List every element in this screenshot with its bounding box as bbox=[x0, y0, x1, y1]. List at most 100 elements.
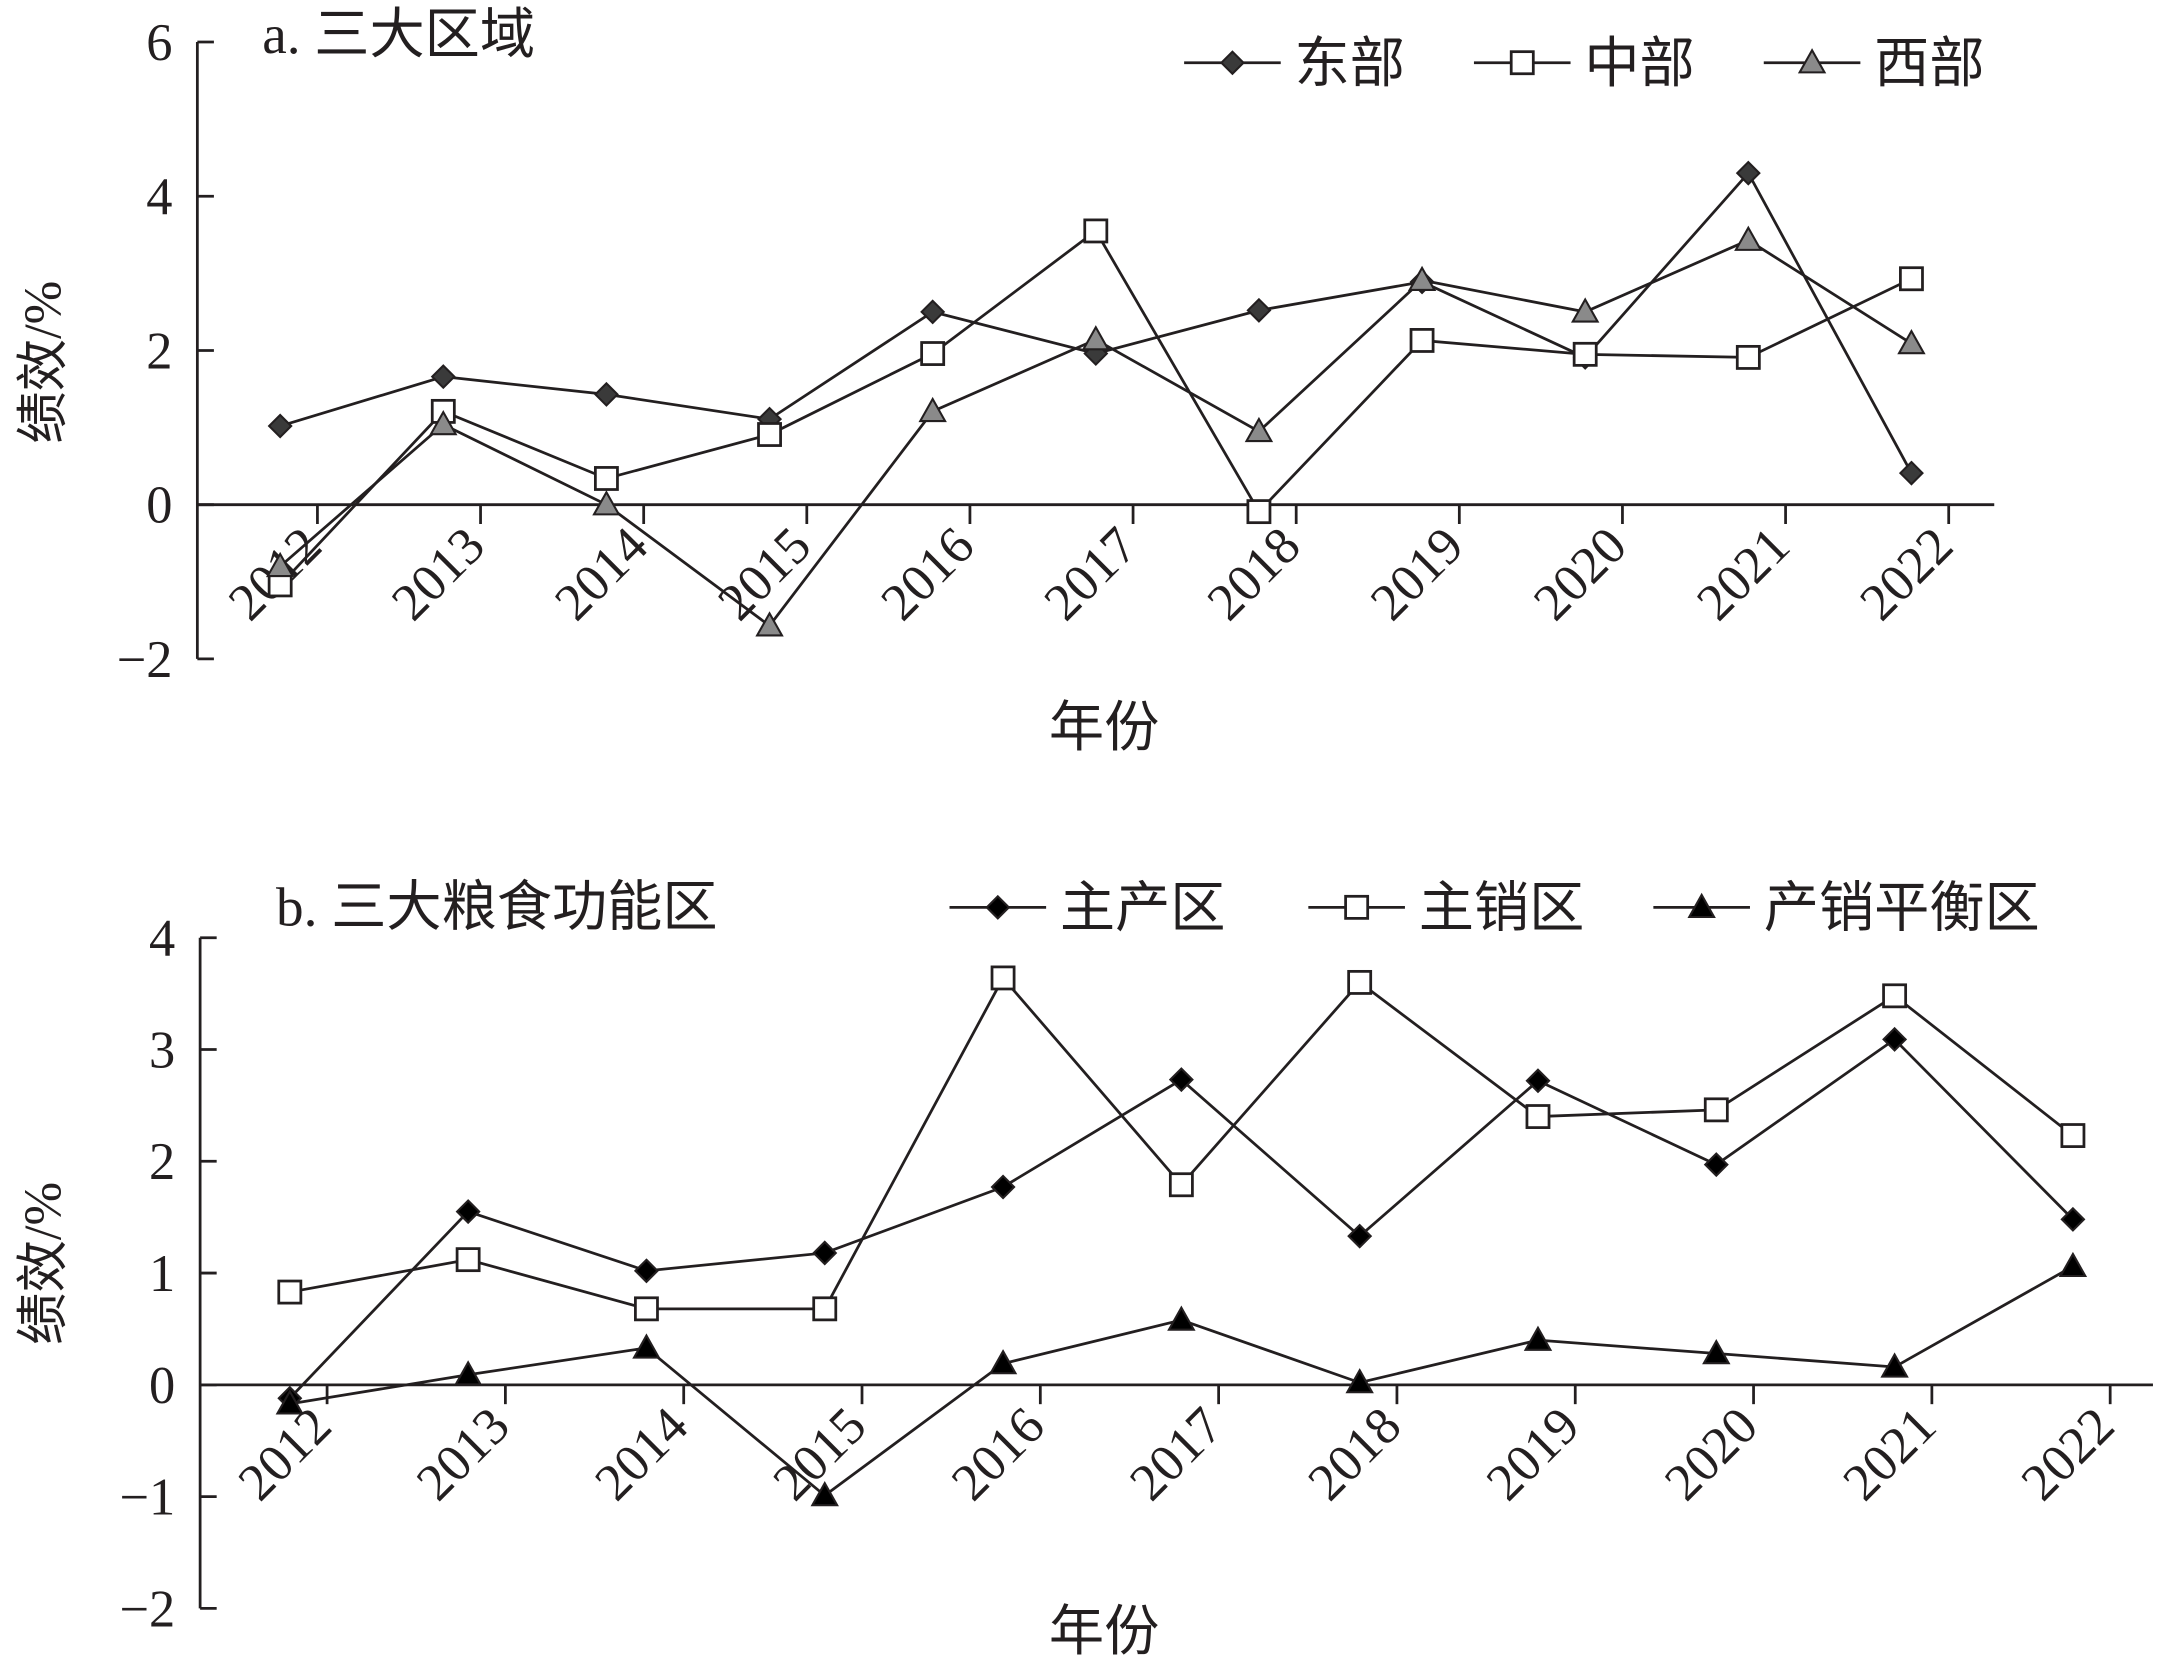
legend-marker bbox=[1219, 50, 1245, 76]
y-tick-label: −2 bbox=[119, 1580, 175, 1638]
data-point bbox=[810, 1480, 839, 1507]
legend-item: 中部 bbox=[1473, 33, 1695, 94]
data-point bbox=[267, 413, 293, 439]
data-point bbox=[1246, 297, 1272, 323]
data-point bbox=[2060, 1123, 2086, 1148]
legend-label: 中部 bbox=[1584, 33, 1694, 94]
data-point bbox=[2058, 1251, 2088, 1278]
data-point bbox=[453, 1360, 483, 1386]
data-point bbox=[1572, 341, 1598, 367]
data-point bbox=[593, 466, 619, 491]
data-point bbox=[1525, 1104, 1551, 1129]
data-point bbox=[1897, 328, 1926, 355]
data-point bbox=[988, 1349, 1018, 1375]
data-point bbox=[990, 965, 1016, 991]
data-point bbox=[632, 1333, 661, 1359]
data-point bbox=[1735, 160, 1761, 186]
x-tick-label: 2018 bbox=[1196, 516, 1311, 631]
legend-marker bbox=[1509, 50, 1535, 76]
data-point bbox=[2060, 1206, 2086, 1232]
data-point bbox=[1246, 499, 1272, 525]
chart-panel-a: −202462012201320142015201620172018201920… bbox=[15, 4, 1995, 758]
data-point bbox=[1703, 1152, 1729, 1178]
data-point bbox=[1244, 416, 1274, 443]
data-point bbox=[1523, 1325, 1553, 1351]
data-point bbox=[1083, 218, 1109, 244]
y-tick-label: 6 bbox=[146, 14, 172, 72]
data-point bbox=[430, 364, 456, 390]
legend-item: 主产区 bbox=[949, 878, 1225, 939]
x-tick-label: 2019 bbox=[1360, 516, 1475, 631]
x-tick-label: 2016 bbox=[870, 516, 985, 631]
data-point bbox=[920, 299, 946, 325]
data-point bbox=[1347, 1223, 1373, 1249]
data-point bbox=[1899, 266, 1924, 292]
legend-label: 产销平衡区 bbox=[1764, 878, 2040, 939]
y-tick-label: 0 bbox=[146, 477, 172, 535]
data-point bbox=[1734, 225, 1763, 251]
data-point bbox=[1168, 1172, 1194, 1198]
data-point bbox=[1880, 1352, 1909, 1378]
data-point bbox=[1703, 1097, 1729, 1123]
data-point bbox=[455, 1199, 481, 1225]
data-point bbox=[918, 396, 947, 423]
data-point bbox=[1407, 265, 1437, 291]
x-tick-label: 2019 bbox=[1475, 1396, 1590, 1511]
x-tick-label: 2020 bbox=[1523, 516, 1638, 631]
data-point bbox=[633, 1258, 659, 1284]
data-point bbox=[592, 490, 621, 516]
data-point bbox=[990, 1174, 1016, 1200]
data-point bbox=[1702, 1339, 1731, 1365]
series-主产区 bbox=[277, 1026, 2086, 1411]
legend-label: 主销区 bbox=[1419, 878, 1585, 939]
data-point bbox=[265, 551, 295, 578]
series-line bbox=[279, 170, 1913, 474]
data-point bbox=[593, 381, 619, 407]
data-point bbox=[1168, 1067, 1194, 1093]
y-tick-label: 4 bbox=[149, 910, 175, 968]
chart-title: a. 三大区域 bbox=[262, 4, 535, 65]
series-主销区 bbox=[277, 965, 2086, 1322]
x-tick-label: 2017 bbox=[1033, 516, 1148, 631]
y-tick-label: 2 bbox=[146, 322, 172, 380]
series-西部 bbox=[265, 225, 1926, 637]
data-point bbox=[1409, 328, 1435, 353]
x-tick-label: 2022 bbox=[2010, 1396, 2125, 1511]
y-tick-label: −2 bbox=[117, 631, 173, 689]
data-point bbox=[275, 1389, 305, 1415]
y-tick-label: 0 bbox=[149, 1357, 175, 1415]
data-point bbox=[267, 572, 293, 598]
data-point bbox=[455, 1247, 481, 1273]
data-point bbox=[1081, 325, 1110, 351]
series-产销平衡区 bbox=[275, 1251, 2088, 1507]
y-tick-label: 2 bbox=[149, 1133, 175, 1191]
data-point bbox=[757, 422, 782, 447]
y-tick-label: 1 bbox=[149, 1245, 175, 1303]
x-tick-label: 2018 bbox=[1297, 1396, 1412, 1511]
data-point bbox=[277, 1279, 303, 1305]
data-point bbox=[812, 1296, 838, 1322]
data-point bbox=[755, 611, 784, 637]
data-point bbox=[1525, 1068, 1551, 1094]
data-point bbox=[1898, 460, 1924, 486]
legend-label: 东部 bbox=[1295, 33, 1405, 94]
series-东部 bbox=[267, 160, 1924, 486]
legend-label: 西部 bbox=[1874, 33, 1984, 94]
series-line bbox=[289, 975, 2074, 1311]
y-tick-label: 4 bbox=[146, 168, 172, 226]
x-tick-label: 2016 bbox=[941, 1396, 1056, 1511]
data-point bbox=[1882, 1026, 1908, 1052]
legend-marker bbox=[1687, 892, 1716, 919]
legend-item: 产销平衡区 bbox=[1653, 878, 2040, 939]
x-tick-label: 2014 bbox=[584, 1396, 699, 1511]
data-point bbox=[429, 409, 458, 436]
series-line bbox=[288, 1037, 2074, 1400]
y-axis-label: 绩效/% bbox=[15, 1182, 73, 1345]
data-point bbox=[1735, 344, 1761, 370]
y-tick-label: 3 bbox=[149, 1021, 175, 1079]
x-tick-label: 2020 bbox=[1654, 1396, 1769, 1511]
data-point bbox=[1345, 1368, 1374, 1394]
legend-marker bbox=[985, 894, 1011, 920]
y-tick-label: −1 bbox=[119, 1469, 175, 1527]
